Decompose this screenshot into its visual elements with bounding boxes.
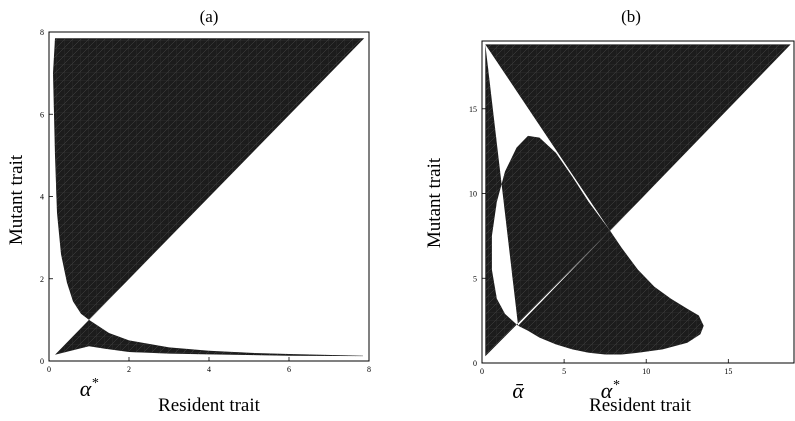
panel-a-regions — [53, 38, 365, 357]
panel-a-y-ticks: 0 2 4 6 8 — [40, 28, 53, 366]
panel-a-annotations: α* — [80, 376, 99, 401]
panel-a-x-axis-label: Resident trait — [158, 395, 261, 416]
panel-a-y-tick-label: 6 — [40, 110, 44, 119]
panel-a-region-2-mesh — [55, 319, 363, 357]
panel-a: (a) 0 2 4 6 8 0 2 4 6 8 α* Resident trait Mutant… — [6, 7, 371, 416]
panel-b-region-1-mesh — [485, 44, 611, 357]
panel-b-y-axis-label: Mutant trait — [424, 157, 445, 248]
panel-a-x-tick-label: 8 — [367, 365, 371, 374]
panel-a-x-tick-label: 0 — [47, 365, 51, 374]
panel-b: (b) 0 5 10 15 0 5 10 15 ᾱ α* Resident trait Mut… — [424, 7, 795, 416]
panel-a-y-axis-label: Mutant trait — [6, 154, 27, 245]
panel-b-annotations: ᾱ α* — [512, 378, 619, 403]
panel-a-y-tick-label: 0 — [40, 357, 44, 366]
panel-b-title: (b) — [621, 7, 641, 26]
panel-b-x-tick-label: 5 — [562, 367, 566, 376]
panel-b-x-tick-label: 10 — [642, 367, 650, 376]
panel-a-title: (a) — [200, 7, 219, 26]
panel-b-frame — [481, 40, 795, 364]
panel-a-x-ticks: 0 2 4 6 8 — [47, 357, 371, 374]
panel-a-marker-label: α* — [80, 376, 99, 401]
panel-b-y-tick-label: 5 — [473, 274, 477, 283]
panel-b-x-axis-label: Resident trait — [589, 395, 692, 416]
panel-b-y-tick-label: 15 — [469, 105, 477, 114]
panel-a-y-tick-label: 4 — [40, 193, 44, 202]
panel-b-regions — [485, 44, 791, 357]
panel-a-y-tick-label: 2 — [40, 275, 44, 284]
panel-b-region-3-mesh — [518, 230, 704, 355]
panel-a-region-1-mesh — [53, 38, 365, 320]
panel-b-marker-label: α* — [601, 378, 620, 403]
panel-b-y-tick-label: 0 — [473, 359, 477, 368]
panel-b-y-ticks: 0 5 10 15 — [469, 105, 486, 368]
panel-b-region-2-mesh — [485, 44, 791, 231]
panel-b-marker-label: ᾱ — [512, 378, 524, 403]
panel-a-x-tick-label: 6 — [287, 365, 291, 374]
panel-b-x-ticks: 0 5 10 15 — [480, 359, 732, 376]
panel-b-x-tick-label: 0 — [480, 367, 484, 376]
panel-a-y-tick-label: 8 — [40, 28, 44, 37]
panel-a-x-tick-label: 2 — [127, 365, 131, 374]
panel-a-x-tick-label: 4 — [207, 365, 211, 374]
panel-b-x-tick-label: 15 — [724, 367, 732, 376]
panel-b-y-tick-label: 10 — [469, 190, 477, 199]
